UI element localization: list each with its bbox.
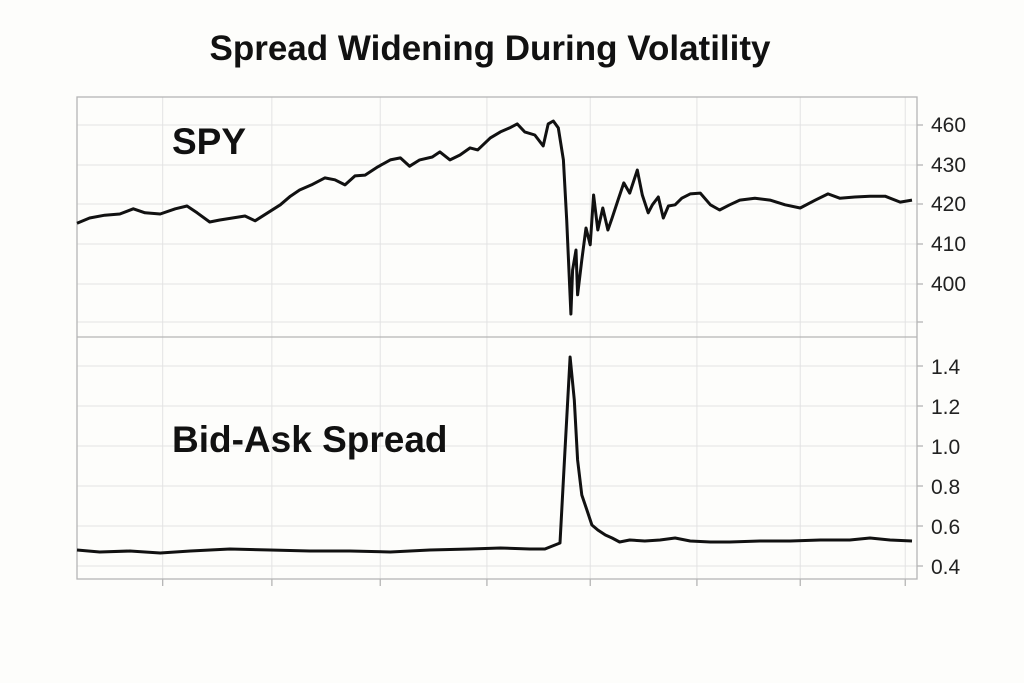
- chart-title: Spread Widening During Volatility: [209, 29, 771, 68]
- spread-y-tick-label: 0.4: [931, 556, 961, 579]
- spy-panel-label: SPY: [172, 121, 246, 162]
- spread-panel-label: Bid-Ask Spread: [172, 419, 448, 460]
- plot-frame: [76, 96, 918, 580]
- spread-y-tick-label: 0.8: [931, 476, 960, 499]
- spread-y-tick-label: 1.2: [931, 396, 960, 419]
- spy-y-tick-label: 410: [931, 233, 966, 256]
- spy-y-tick-label: 460: [931, 114, 966, 137]
- spread-y-tick-label: 0.6: [931, 516, 960, 539]
- spy-y-tick-label: 400: [931, 273, 966, 296]
- gridlines: [77, 97, 923, 586]
- spy-y-tick-label: 430: [931, 154, 966, 177]
- bid-ask-spread-line: [76, 355, 913, 555]
- spread-y-tick-label: 1.0: [931, 436, 960, 459]
- spy-y-tick-label: 420: [931, 193, 966, 216]
- spread-y-tick-label: 1.4: [931, 356, 961, 379]
- spy-price-line: [76, 119, 913, 316]
- y-tick-labels: 460 430 420 410 400 1.4 1.2 1.0 0.8 0.6 0.4: [931, 114, 966, 579]
